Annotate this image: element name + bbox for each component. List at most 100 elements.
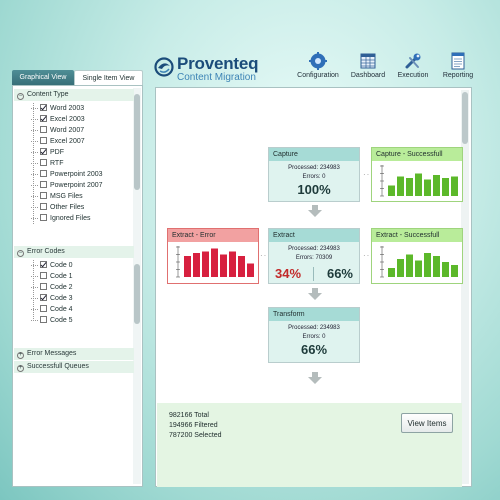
section-error-codes-label: Error Codes bbox=[27, 248, 65, 255]
checkbox[interactable] bbox=[40, 261, 47, 268]
checkbox[interactable] bbox=[40, 104, 47, 111]
chart-bar bbox=[388, 268, 395, 277]
content-type-item[interactable]: Excel 2003 bbox=[31, 115, 85, 125]
checkbox[interactable] bbox=[40, 181, 47, 188]
transform-processed: Processed: 234983 bbox=[288, 325, 340, 331]
content-type-item[interactable]: Excel 2007 bbox=[31, 137, 85, 147]
content-type-item[interactable]: Word 2007 bbox=[31, 126, 84, 136]
view-tabs: Graphical View Single Item View bbox=[12, 70, 143, 85]
tree-branch-line bbox=[31, 162, 38, 164]
view-items-button[interactable]: View Items bbox=[401, 413, 453, 433]
section-content-type-label: Content Type bbox=[27, 91, 69, 98]
content-type-item[interactable]: Word 2003 bbox=[31, 104, 84, 114]
content-type-item-label: MSG Files bbox=[50, 193, 83, 200]
transform-percent: 66% bbox=[300, 342, 328, 357]
checkbox[interactable] bbox=[40, 170, 47, 177]
nav-dashboard[interactable]: Dashboard bbox=[348, 52, 388, 79]
content-type-item[interactable]: Other Files bbox=[31, 203, 84, 213]
extract-success-bar-chart bbox=[380, 246, 458, 278]
filter-scrollbar[interactable] bbox=[133, 88, 141, 484]
checkbox[interactable] bbox=[40, 159, 47, 166]
workflow-scrollbar[interactable] bbox=[461, 90, 469, 484]
tree-branch-line bbox=[31, 275, 38, 277]
content-type-item[interactable]: RTF bbox=[31, 159, 63, 169]
extract-stats: Processed: 234983 Errors: 70309 34% 66% bbox=[269, 242, 359, 283]
summary-filtered: 194966 Filtered bbox=[169, 422, 218, 429]
filter-scrollbar-thumb-2[interactable] bbox=[134, 264, 140, 324]
tree-branch-line bbox=[31, 107, 38, 109]
extract-processed: Processed: 234983 bbox=[288, 246, 340, 252]
chart-bar bbox=[397, 259, 404, 277]
error-code-item[interactable]: Code 4 bbox=[31, 305, 73, 315]
tree-branch-line bbox=[31, 308, 38, 310]
dashboard-icon bbox=[360, 53, 376, 69]
error-code-item-label: Code 4 bbox=[50, 306, 73, 313]
checkbox[interactable] bbox=[40, 192, 47, 199]
tab-graphical-view[interactable]: Graphical View bbox=[12, 70, 74, 85]
transform-stage[interactable]: Transform Processed: 234983 Errors: 0 66… bbox=[268, 307, 360, 363]
extract-percent-success: 66% bbox=[326, 266, 353, 281]
chart-bar bbox=[415, 260, 422, 277]
content-type-item[interactable]: MSG Files bbox=[31, 192, 83, 202]
filter-scrollbar-thumb-1[interactable] bbox=[134, 94, 140, 190]
brand-logo: Proventeq Content Migration bbox=[154, 54, 294, 84]
tree-branch-line bbox=[31, 140, 38, 142]
section-error-messages[interactable]: + Error Messages bbox=[14, 348, 134, 360]
error-code-item[interactable]: Code 2 bbox=[31, 283, 73, 293]
section-successful-queues[interactable]: + Successfull Queues bbox=[14, 361, 134, 373]
checkbox[interactable] bbox=[40, 148, 47, 155]
section-content-type[interactable]: − Content Type bbox=[14, 89, 134, 101]
transform-stats: Processed: 234983 Errors: 0 66% bbox=[269, 321, 359, 362]
extract-errors: Errors: 70309 bbox=[295, 255, 333, 261]
content-type-item[interactable]: Ignored Files bbox=[31, 214, 90, 224]
capture-success-chart[interactable]: Capture - Successfull bbox=[371, 147, 463, 202]
nav-dashboard-label: Dashboard bbox=[350, 72, 386, 79]
section-error-codes[interactable]: − Error Codes bbox=[14, 246, 134, 258]
extract-error-chart[interactable]: Extract - Error bbox=[167, 228, 259, 284]
brand-name: Proventeq bbox=[177, 54, 259, 73]
connector-dots: ··· bbox=[260, 251, 271, 260]
checkbox[interactable] bbox=[40, 294, 47, 301]
error-code-item-label: Code 5 bbox=[50, 317, 73, 324]
logo-swirl-icon bbox=[154, 57, 174, 77]
content-type-item[interactable]: Powerpoint 2007 bbox=[31, 181, 103, 191]
checkbox[interactable] bbox=[40, 137, 47, 144]
error-code-item[interactable]: Code 5 bbox=[31, 316, 73, 326]
chart-bar bbox=[220, 254, 227, 277]
error-code-item[interactable]: Code 3 bbox=[31, 294, 73, 304]
chart-bar bbox=[442, 262, 449, 277]
error-code-item[interactable]: Code 0 bbox=[31, 261, 73, 271]
capture-errors: Errors: 0 bbox=[302, 174, 326, 180]
checkbox[interactable] bbox=[40, 214, 47, 221]
workflow-scrollbar-thumb[interactable] bbox=[462, 92, 468, 144]
checkbox[interactable] bbox=[40, 203, 47, 210]
checkbox[interactable] bbox=[40, 316, 47, 323]
capture-stage[interactable]: Capture Processed: 234983 Errors: 0 100% bbox=[268, 147, 360, 202]
nav-configuration[interactable]: Configuration bbox=[296, 52, 340, 79]
section-error-messages-label: Error Messages bbox=[27, 350, 77, 357]
checkbox[interactable] bbox=[40, 115, 47, 122]
checkbox[interactable] bbox=[40, 126, 47, 133]
content-type-item-label: RTF bbox=[50, 160, 64, 167]
error-code-item[interactable]: Code 1 bbox=[31, 272, 73, 282]
checkbox[interactable] bbox=[40, 283, 47, 290]
capture-stats: Processed: 234983 Errors: 0 100% bbox=[269, 161, 359, 201]
extract-stage[interactable]: Extract Processed: 234983 Errors: 70309 … bbox=[268, 228, 360, 284]
chart-bar bbox=[424, 253, 431, 277]
chart-bar bbox=[442, 178, 449, 196]
chart-bar bbox=[406, 178, 413, 196]
chart-bar bbox=[229, 251, 236, 277]
checkbox[interactable] bbox=[40, 305, 47, 312]
nav-reporting[interactable]: Reporting bbox=[438, 52, 478, 79]
extract-percent-error: 34% bbox=[275, 266, 302, 281]
checkbox[interactable] bbox=[40, 272, 47, 279]
expand-icon: + bbox=[17, 352, 24, 359]
nav-execution[interactable]: Execution bbox=[394, 52, 432, 79]
content-type-item[interactable]: PDF bbox=[31, 148, 64, 158]
connector-dots: ··· bbox=[363, 170, 374, 179]
tab-single-item-view[interactable]: Single Item View bbox=[74, 70, 143, 85]
content-type-item[interactable]: Powerpoint 2003 bbox=[31, 170, 103, 180]
chart-bar bbox=[193, 253, 200, 277]
transform-title: Transform bbox=[269, 308, 359, 321]
extract-success-chart[interactable]: Extract - Successfull bbox=[371, 228, 463, 284]
